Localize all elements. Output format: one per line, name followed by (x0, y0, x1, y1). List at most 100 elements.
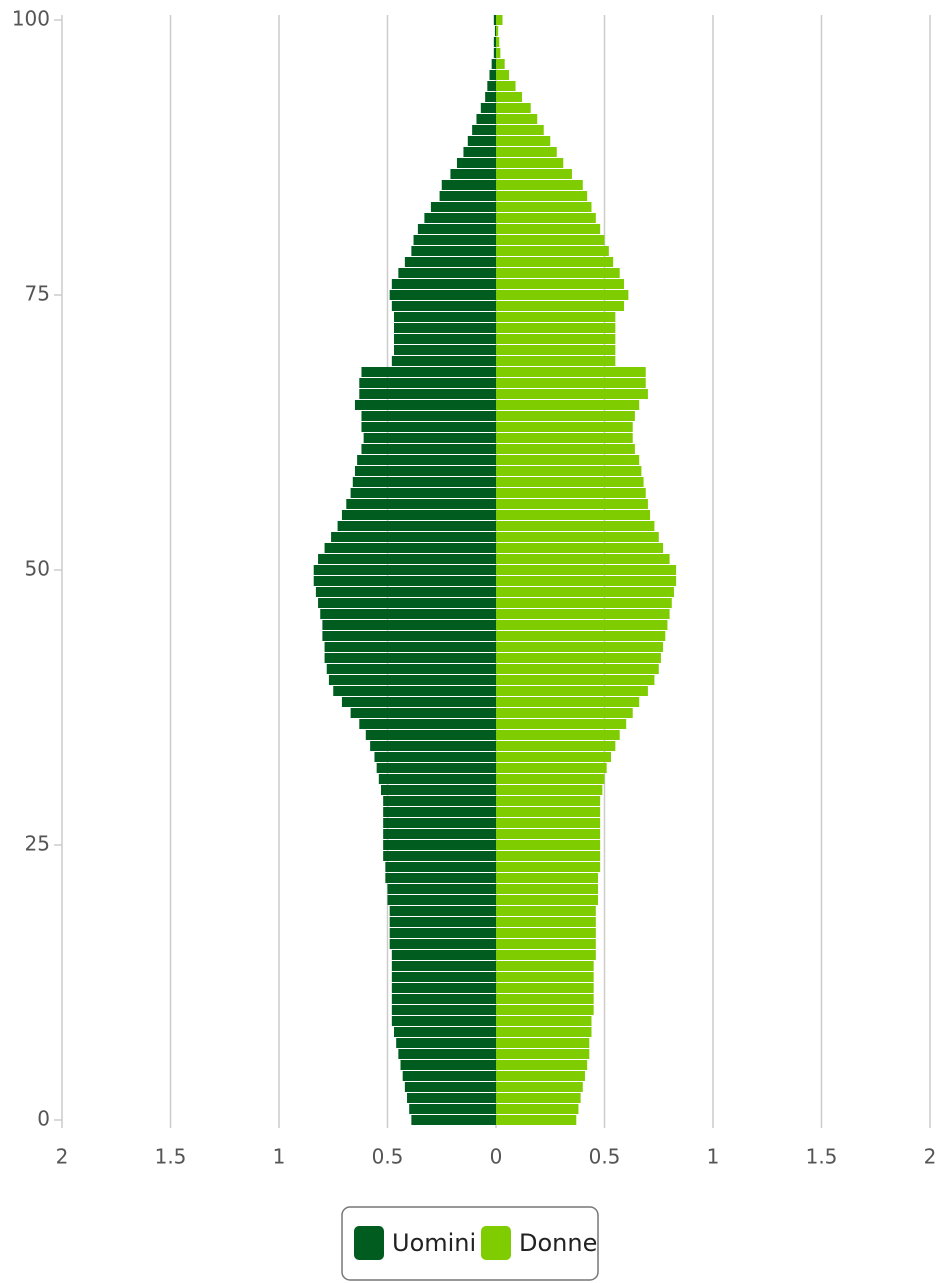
bar (389, 917, 496, 927)
bar (496, 455, 640, 465)
bar (383, 796, 496, 806)
bar (496, 752, 612, 762)
bar (383, 840, 496, 850)
bar (496, 367, 646, 377)
bar (496, 818, 601, 828)
x-tick-label: 0.5 (589, 1145, 621, 1169)
bar (496, 961, 594, 971)
bar (496, 532, 659, 542)
bar (496, 708, 633, 718)
bar (424, 213, 496, 223)
bar (496, 785, 603, 795)
bar (374, 752, 496, 762)
bar (496, 70, 510, 80)
bar (496, 774, 605, 784)
bar (496, 686, 648, 696)
bar (391, 1005, 496, 1015)
bar (496, 246, 609, 256)
bar (313, 576, 496, 586)
legend-label[interactable]: Donne (519, 1229, 597, 1257)
bar (496, 378, 646, 388)
bar (361, 411, 496, 421)
bar (467, 136, 496, 146)
bar (396, 1038, 496, 1048)
bar (387, 895, 496, 905)
bar (496, 675, 655, 685)
bar (496, 444, 635, 454)
bar (496, 191, 588, 201)
bar (491, 59, 496, 69)
bar (354, 466, 496, 476)
bar (391, 972, 496, 982)
legend-swatch[interactable] (354, 1226, 384, 1260)
bar (359, 378, 496, 388)
bar (496, 565, 677, 575)
bar (496, 554, 670, 564)
bar (496, 598, 672, 608)
bar (496, 1060, 588, 1070)
bar (496, 895, 598, 905)
bar (496, 609, 670, 619)
bar (496, 202, 592, 212)
bar (496, 257, 614, 267)
bar (361, 422, 496, 432)
bar (407, 1093, 496, 1103)
bar (359, 389, 496, 399)
bar (398, 268, 496, 278)
bar (493, 15, 496, 25)
bar (385, 862, 496, 872)
bar (380, 785, 496, 795)
bar (430, 202, 496, 212)
bar (357, 455, 496, 465)
bar (385, 873, 496, 883)
bar (413, 235, 496, 245)
bar (496, 906, 596, 916)
bar (496, 1093, 581, 1103)
y-tick-label: 75 (25, 282, 50, 306)
x-tick-label: 2 (924, 1145, 937, 1169)
bar (496, 1005, 594, 1015)
x-tick-label: 0 (490, 1145, 503, 1169)
bar (320, 609, 496, 619)
bar (496, 279, 625, 289)
bar (496, 147, 557, 157)
bar (496, 884, 598, 894)
bar (441, 180, 496, 190)
bar (398, 1049, 496, 1059)
bar (391, 950, 496, 960)
bar (496, 939, 596, 949)
bar (496, 180, 583, 190)
bar (496, 1049, 590, 1059)
bar (496, 763, 607, 773)
bar (313, 565, 496, 575)
bar (496, 213, 596, 223)
bar (383, 818, 496, 828)
bar (341, 510, 496, 520)
bar (331, 532, 496, 542)
bar (328, 675, 496, 685)
legend-swatch[interactable] (481, 1226, 511, 1260)
bar (496, 972, 594, 982)
bar (496, 477, 644, 487)
bar (450, 169, 496, 179)
bar (365, 730, 496, 740)
bar (496, 521, 655, 531)
bar (496, 829, 601, 839)
bar (496, 125, 544, 135)
bar (404, 1082, 496, 1092)
bar (383, 829, 496, 839)
legend-label[interactable]: Uomini (392, 1229, 476, 1257)
bar (496, 422, 633, 432)
bar (391, 356, 496, 366)
bar (324, 543, 496, 553)
bar (361, 444, 496, 454)
bar (391, 961, 496, 971)
y-tick-label: 50 (25, 557, 50, 581)
bar (496, 290, 629, 300)
bar (496, 411, 635, 421)
bar (378, 774, 496, 784)
bar (496, 235, 605, 245)
bar (389, 290, 496, 300)
bar (394, 1027, 496, 1037)
